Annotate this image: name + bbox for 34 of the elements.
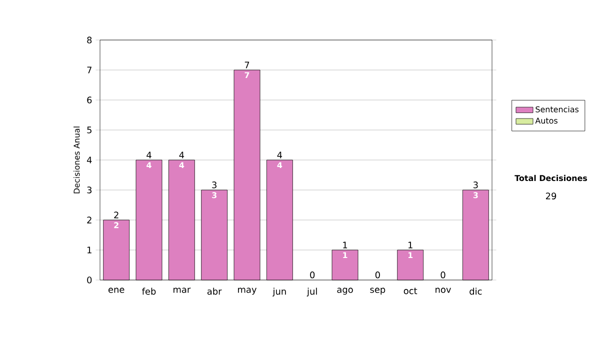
total-label: 4	[277, 152, 282, 158]
total-label: 3	[474, 182, 478, 188]
y-tick-label: 7	[87, 66, 92, 74]
x-tick-label: sep	[370, 288, 386, 295]
y-tick-label: 8	[87, 36, 92, 44]
total-label: 2	[114, 212, 118, 218]
y-tick-label: 6	[87, 96, 92, 104]
x-tick-label: jul	[306, 288, 317, 296]
x-tick-label: ago	[337, 288, 353, 295]
x-tick-label: feb	[142, 288, 156, 295]
total-label: 4	[179, 152, 184, 158]
x-tick-label: may	[238, 288, 257, 295]
x-tick-label: dic	[470, 288, 482, 295]
x-tick-label: nov	[436, 288, 451, 293]
x-tick-label: oct	[404, 288, 418, 294]
y-tick-label: 3	[87, 186, 92, 194]
total-label: 0	[440, 272, 446, 278]
x-tick-label: abr	[207, 288, 222, 295]
x-tick-label: mar	[174, 288, 191, 293]
total-label: 1	[408, 242, 412, 248]
y-tick-label: 0	[87, 276, 92, 284]
y-tick-label: 1	[88, 246, 92, 254]
y-tick-label: 5	[87, 126, 92, 134]
total-label: 0	[310, 272, 315, 278]
total-label: 3	[212, 182, 216, 188]
x-tick-label: ene	[108, 288, 124, 293]
text: 29	[546, 192, 556, 200]
x-tick-label: jun	[272, 288, 286, 296]
y-tick-label: 2	[87, 216, 92, 224]
total-label: 1	[343, 242, 348, 248]
total-label: 4	[146, 152, 152, 158]
y-tick-label: 4	[86, 156, 92, 164]
total-label: 0	[375, 272, 380, 278]
total-label: 7	[244, 62, 250, 68]
